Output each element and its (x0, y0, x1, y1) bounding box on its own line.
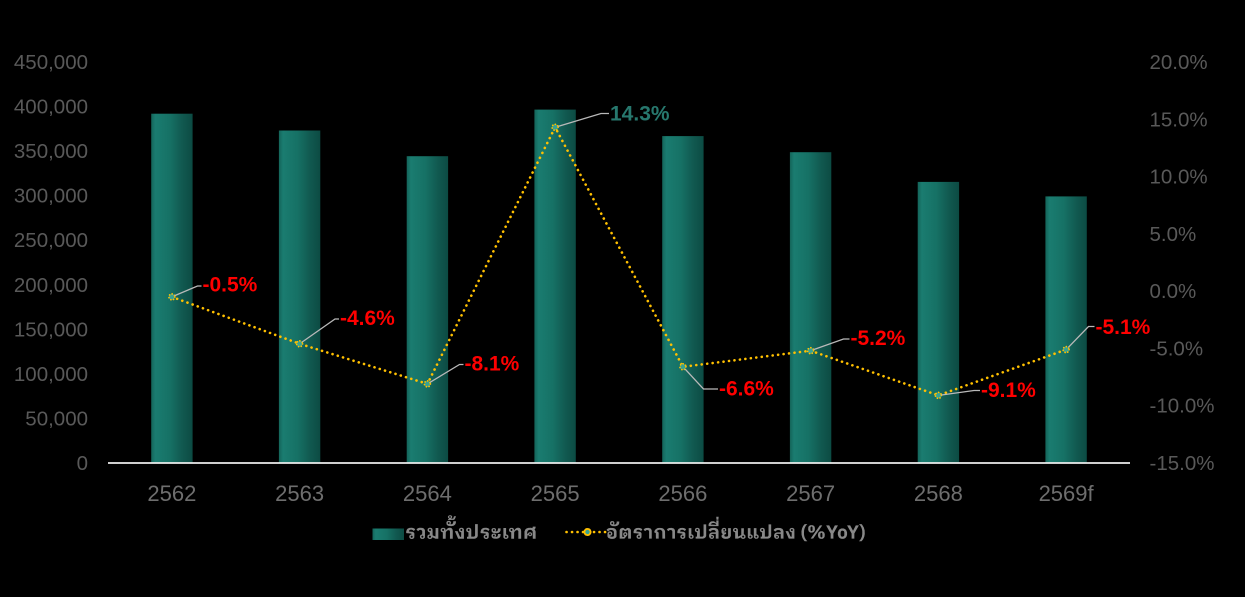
svg-text:350,000: 350,000 (14, 140, 88, 163)
svg-text:14.3%: 14.3% (610, 103, 670, 126)
svg-text:-5.1%: -5.1% (1096, 316, 1151, 339)
svg-text:-10.0%: -10.0% (1150, 395, 1215, 418)
svg-text:-8.1%: -8.1% (465, 353, 520, 376)
svg-text:2564: 2564 (403, 481, 452, 506)
svg-text:-4.6%: -4.6% (340, 307, 395, 330)
svg-text:0: 0 (77, 452, 88, 475)
svg-text:2568: 2568 (914, 481, 963, 506)
svg-text:50,000: 50,000 (25, 407, 88, 430)
svg-text:15.0%: 15.0% (1150, 108, 1208, 131)
svg-text:-6.6%: -6.6% (719, 378, 774, 401)
svg-text:400,000: 400,000 (14, 96, 88, 119)
svg-text:250,000: 250,000 (14, 229, 88, 252)
svg-text:2562: 2562 (147, 481, 196, 506)
svg-text:2567: 2567 (786, 481, 835, 506)
svg-text:10.0%: 10.0% (1150, 166, 1208, 189)
svg-text:-9.1%: -9.1% (981, 379, 1036, 402)
svg-text:2566: 2566 (658, 481, 707, 506)
svg-text:150,000: 150,000 (14, 318, 88, 341)
svg-text:5.0%: 5.0% (1150, 223, 1197, 246)
svg-text:2563: 2563 (275, 481, 324, 506)
svg-text:2565: 2565 (531, 481, 580, 506)
svg-text:-5.2%: -5.2% (851, 327, 906, 350)
svg-text:200,000: 200,000 (14, 274, 88, 297)
svg-text:2569f: 2569f (1039, 481, 1095, 506)
svg-text:-0.5%: -0.5% (203, 274, 258, 297)
svg-text:300,000: 300,000 (14, 185, 88, 208)
svg-text:450,000: 450,000 (14, 51, 88, 74)
svg-text:-5.0%: -5.0% (1150, 337, 1204, 360)
svg-text:20.0%: 20.0% (1150, 51, 1208, 74)
svg-text:-15.0%: -15.0% (1150, 452, 1215, 475)
svg-text:100,000: 100,000 (14, 363, 88, 386)
svg-text:0.0%: 0.0% (1150, 280, 1197, 303)
